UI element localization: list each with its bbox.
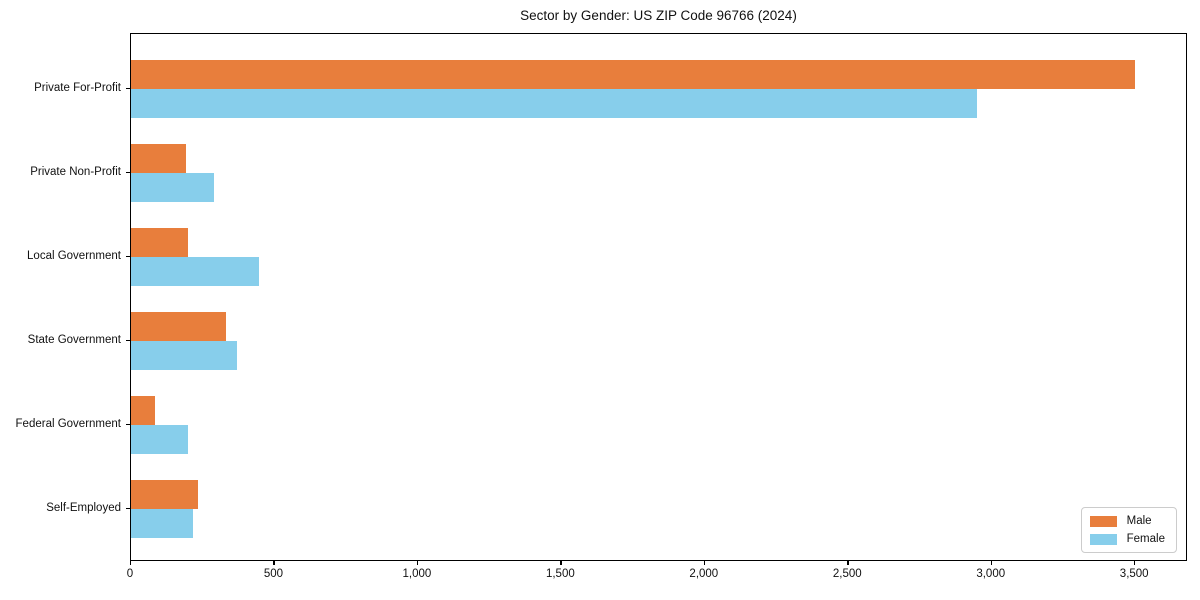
legend: Male Female <box>1080 507 1177 553</box>
y-tick-label-self-employed: Self-Employed <box>46 502 121 514</box>
y-tick-label-federal-government: Federal Government <box>15 418 121 430</box>
bar-male-federal-government <box>131 396 156 425</box>
bar-female-federal-government <box>131 425 189 454</box>
x-tick-label-1,000: 1,000 <box>402 568 432 580</box>
legend-swatch-female <box>1089 533 1117 545</box>
legend-label-female: Female <box>1126 533 1165 545</box>
bar-male-private-non-profit <box>131 144 186 173</box>
legend-swatch-male <box>1089 515 1117 527</box>
bar-female-private-non-profit <box>131 173 215 202</box>
y-tick-mark <box>126 256 130 258</box>
x-tick-label-1,500: 1,500 <box>545 568 575 580</box>
x-tick-label-0: 0 <box>126 568 134 580</box>
y-tick-label-private-for-profit: Private For-Profit <box>34 82 121 94</box>
chart-title: Sector by Gender: US ZIP Code 96766 (202… <box>520 8 797 23</box>
x-tick-mark <box>703 561 706 565</box>
bar-female-state-government <box>131 341 238 370</box>
bar-female-private-for-profit <box>131 89 978 118</box>
bar-male-local-government <box>131 228 189 257</box>
x-tick-mark <box>847 561 849 565</box>
y-tick-label-local-government: Local Government <box>27 250 121 262</box>
x-tick-mark <box>273 561 275 565</box>
y-tick-mark <box>126 508 130 510</box>
legend-item-female: Female <box>1089 533 1165 545</box>
x-tick-mark <box>416 561 419 565</box>
x-tick-mark <box>1134 561 1136 565</box>
x-tick-mark <box>990 561 993 565</box>
bar-male-state-government <box>131 312 226 341</box>
x-tick-mark <box>560 561 562 565</box>
y-tick-mark <box>126 424 130 426</box>
y-tick-label-private-non-profit: Private Non-Profit <box>30 166 121 178</box>
bar-male-private-for-profit <box>131 60 1136 89</box>
x-tick-label-2,000: 2,000 <box>689 568 719 580</box>
y-tick-mark <box>126 340 130 342</box>
x-tick-label-2,500: 2,500 <box>832 568 862 580</box>
bar-male-self-employed <box>131 480 199 509</box>
plot-area <box>130 33 1187 561</box>
legend-label-male: Male <box>1126 515 1152 527</box>
x-tick-label-3,500: 3,500 <box>1119 568 1149 580</box>
y-tick-mark <box>126 88 130 90</box>
bar-female-local-government <box>131 257 259 286</box>
x-tick-label-3,000: 3,000 <box>976 568 1006 580</box>
y-tick-mark <box>126 172 130 174</box>
x-tick-mark <box>130 561 132 565</box>
y-tick-label-state-government: State Government <box>27 334 121 346</box>
legend-item-male: Male <box>1089 515 1165 527</box>
x-tick-label-500: 500 <box>263 568 284 580</box>
bar-female-self-employed <box>131 509 193 538</box>
